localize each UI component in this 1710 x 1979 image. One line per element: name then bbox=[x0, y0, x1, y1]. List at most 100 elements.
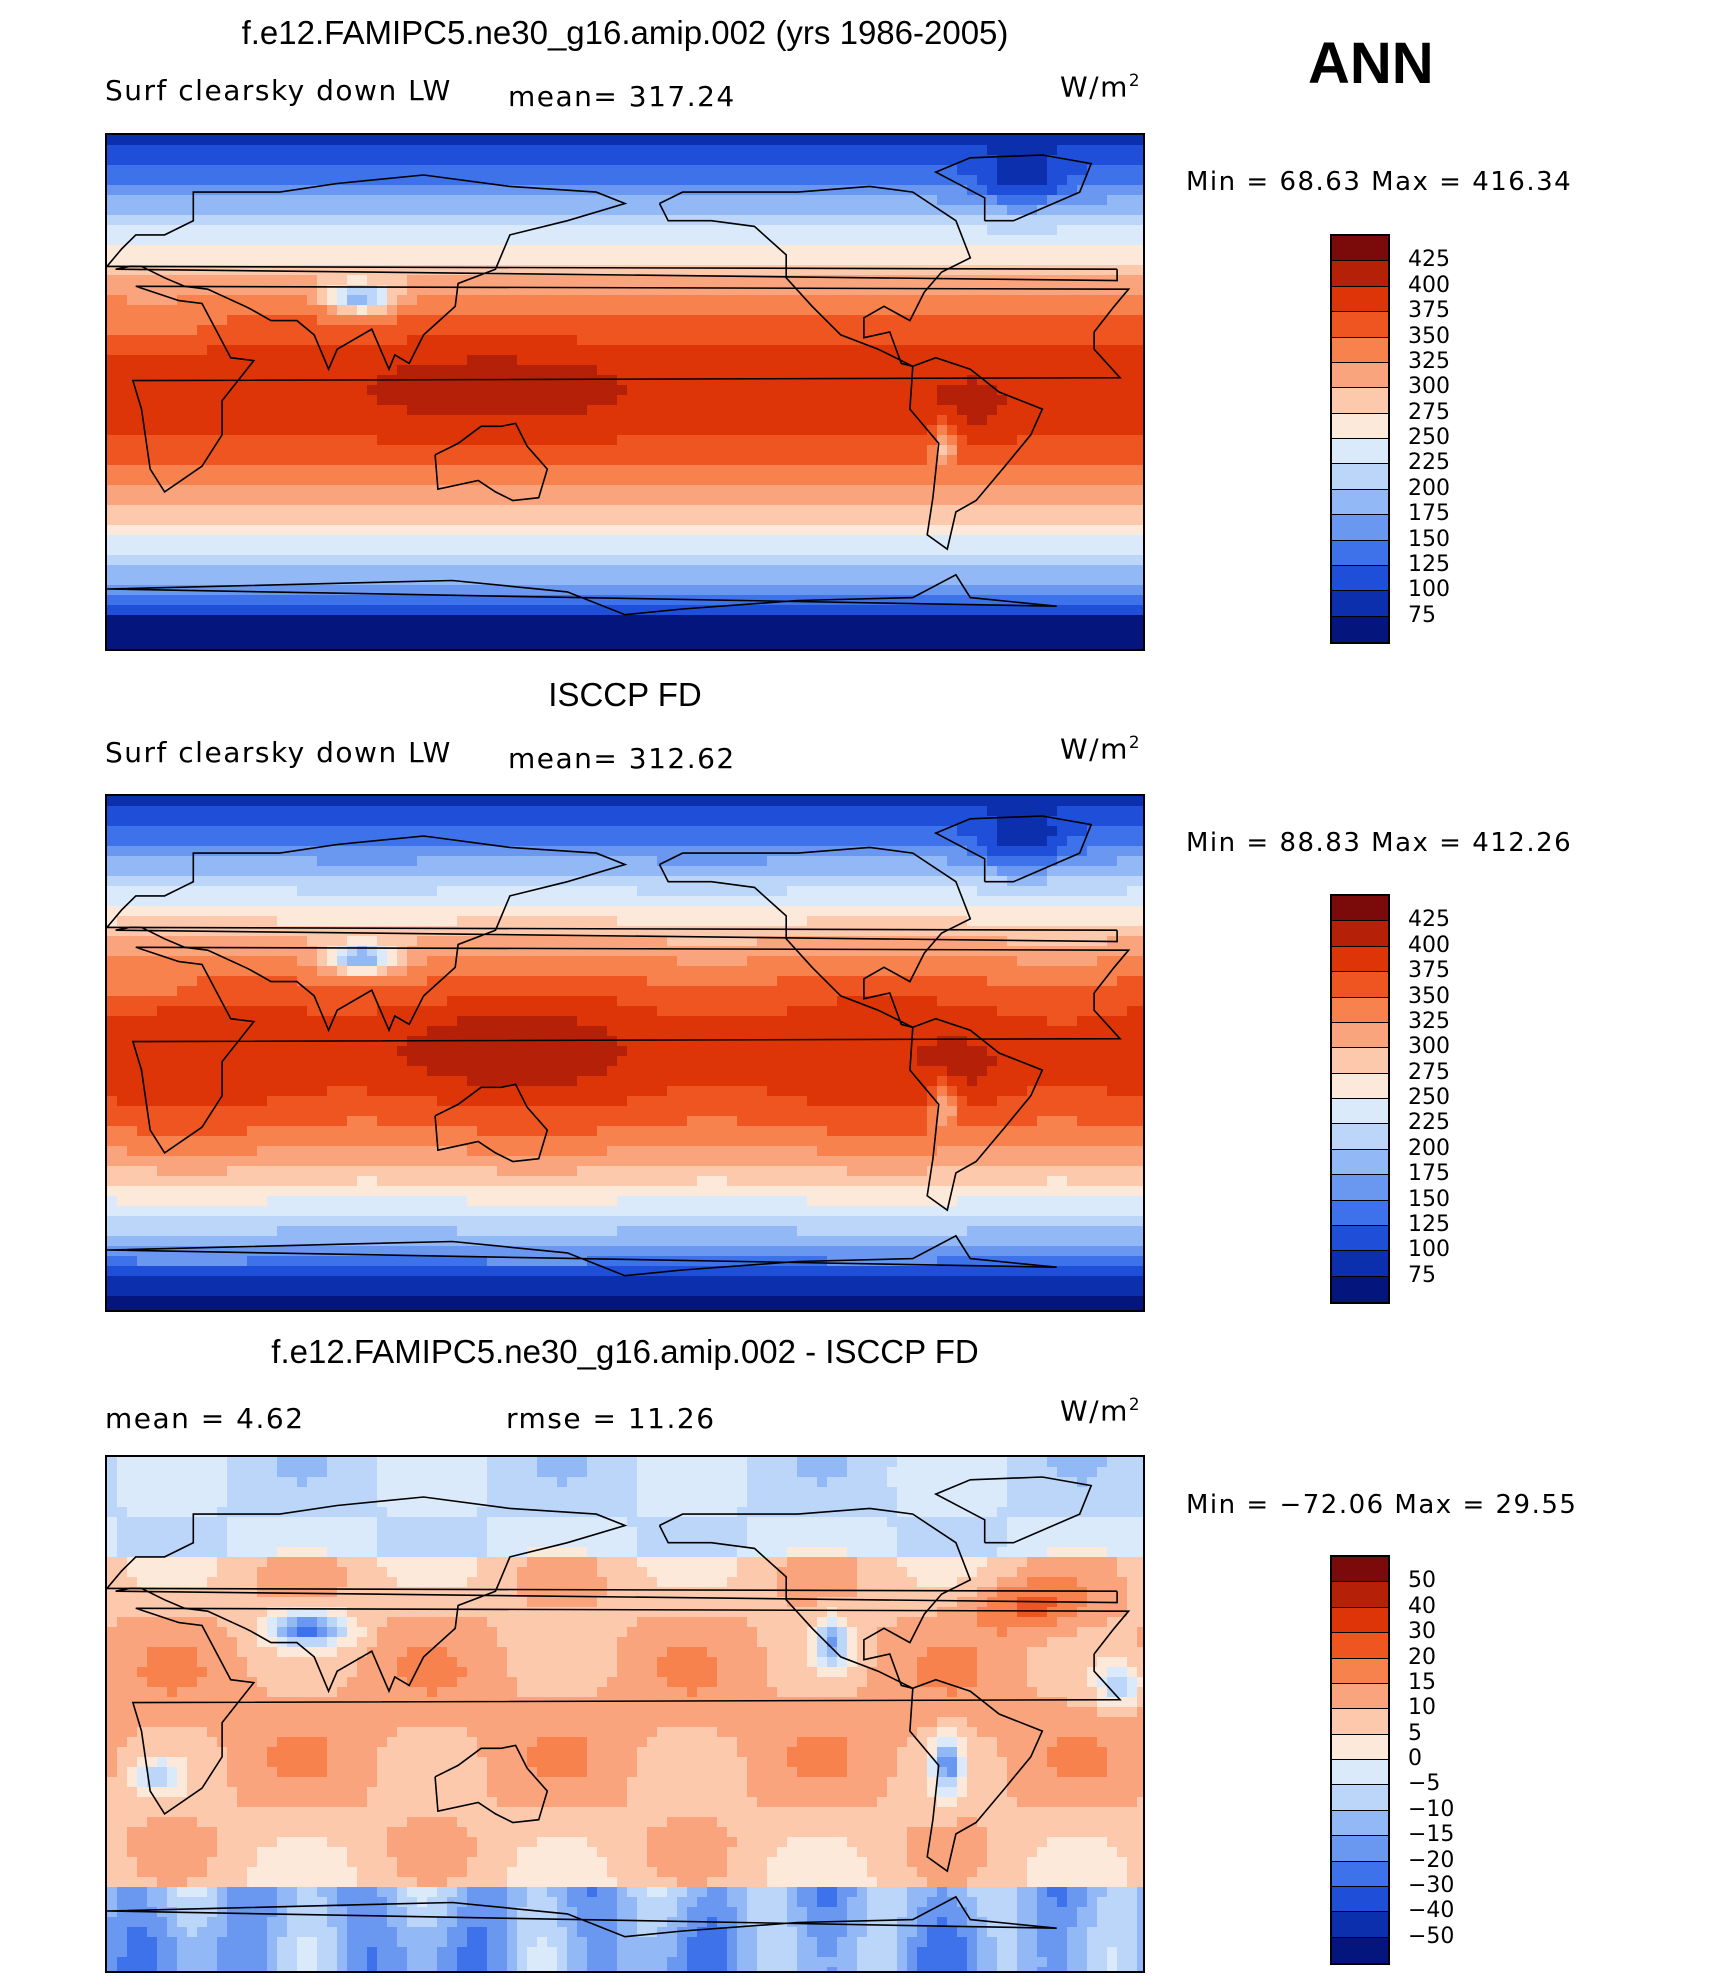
map-cell bbox=[537, 365, 548, 376]
map-cell bbox=[617, 145, 628, 156]
map-cell bbox=[627, 555, 638, 566]
map-cell bbox=[107, 375, 118, 386]
map-cell bbox=[687, 535, 698, 546]
map-cell bbox=[227, 555, 238, 566]
map-cell bbox=[647, 175, 658, 186]
map-cell bbox=[767, 345, 778, 356]
map-cell bbox=[947, 495, 958, 506]
map-cell bbox=[1097, 545, 1108, 556]
map-cell bbox=[407, 315, 418, 326]
map-cell bbox=[167, 255, 178, 266]
map-cell bbox=[1047, 195, 1058, 206]
map-cell bbox=[837, 415, 848, 426]
map-cell bbox=[697, 135, 708, 146]
map-cell bbox=[227, 385, 238, 396]
map-cell bbox=[787, 355, 798, 366]
map-cell bbox=[847, 455, 858, 466]
map-cell bbox=[617, 345, 628, 356]
map-cell bbox=[127, 415, 138, 426]
map-cell bbox=[237, 455, 248, 466]
map-cell bbox=[497, 595, 508, 606]
map-cell bbox=[627, 495, 638, 506]
map-cell bbox=[867, 355, 878, 366]
map-cell bbox=[207, 275, 218, 286]
map-cell bbox=[707, 335, 718, 346]
map-cell bbox=[907, 445, 918, 456]
map-cell bbox=[807, 245, 818, 256]
map-cell bbox=[257, 355, 268, 366]
map-cell bbox=[627, 545, 638, 556]
map-cell bbox=[547, 555, 558, 566]
map-cell bbox=[957, 455, 968, 466]
map-cell bbox=[487, 155, 498, 166]
map-cell bbox=[257, 565, 268, 576]
map-cell bbox=[417, 585, 428, 596]
map-cell bbox=[407, 205, 418, 216]
map-cell bbox=[587, 305, 598, 316]
map-cell bbox=[227, 475, 238, 486]
map-cell bbox=[407, 275, 418, 286]
map-cell bbox=[527, 195, 538, 206]
map-cell bbox=[387, 495, 398, 506]
map-cell bbox=[667, 225, 678, 236]
map-cell bbox=[117, 265, 128, 276]
map-cell bbox=[547, 345, 558, 356]
map-cell bbox=[627, 235, 638, 246]
map-cell bbox=[247, 605, 258, 616]
map-cell bbox=[757, 485, 768, 496]
map-cell bbox=[507, 575, 518, 586]
map-cell bbox=[977, 255, 988, 266]
map-cell bbox=[207, 215, 218, 226]
map-cell bbox=[1057, 365, 1068, 376]
map-cell bbox=[437, 555, 448, 566]
map-cell bbox=[107, 445, 118, 456]
map-cell bbox=[947, 225, 958, 236]
map-cell bbox=[817, 495, 828, 506]
map-cell bbox=[897, 515, 908, 526]
map-cell bbox=[967, 305, 978, 316]
map-cell bbox=[847, 425, 858, 436]
map-cell bbox=[647, 505, 658, 516]
map-cell bbox=[837, 235, 848, 246]
map-cell bbox=[1007, 595, 1018, 606]
map-cell bbox=[917, 365, 928, 376]
map-cell bbox=[527, 265, 538, 276]
map-cell bbox=[357, 285, 368, 296]
map-cell bbox=[797, 205, 808, 216]
map-cell bbox=[797, 375, 808, 386]
map-cell bbox=[777, 505, 788, 516]
map-cell bbox=[497, 545, 508, 556]
map-cell bbox=[597, 305, 608, 316]
map-cell bbox=[647, 195, 658, 206]
map-cell bbox=[777, 495, 788, 506]
map-cell bbox=[997, 175, 1008, 186]
map-cell bbox=[897, 225, 908, 236]
map-cell bbox=[387, 175, 398, 186]
map-cell bbox=[917, 575, 928, 586]
map-cell bbox=[147, 495, 158, 506]
map-cell bbox=[297, 565, 308, 576]
map-cell bbox=[807, 485, 818, 496]
map-cell bbox=[287, 415, 298, 426]
map-cell bbox=[657, 175, 668, 186]
map-cell bbox=[187, 355, 198, 366]
map-cell bbox=[527, 415, 538, 426]
map-cell bbox=[467, 285, 478, 296]
map-cell bbox=[477, 295, 488, 306]
map-cell bbox=[937, 325, 948, 336]
map-cell bbox=[207, 345, 218, 356]
map-cell bbox=[637, 535, 648, 546]
map-cell bbox=[977, 325, 988, 336]
map-cell bbox=[307, 465, 318, 476]
map-cell bbox=[1057, 535, 1068, 546]
map-cell bbox=[147, 175, 158, 186]
map-cell bbox=[577, 295, 588, 306]
map-cell bbox=[457, 565, 468, 576]
map-cell bbox=[567, 345, 578, 356]
map-cell bbox=[737, 555, 748, 566]
map-cell bbox=[187, 315, 198, 326]
map-cell bbox=[947, 325, 958, 336]
map-cell bbox=[447, 495, 458, 506]
map-cell bbox=[477, 595, 488, 606]
map-cell bbox=[267, 355, 278, 366]
